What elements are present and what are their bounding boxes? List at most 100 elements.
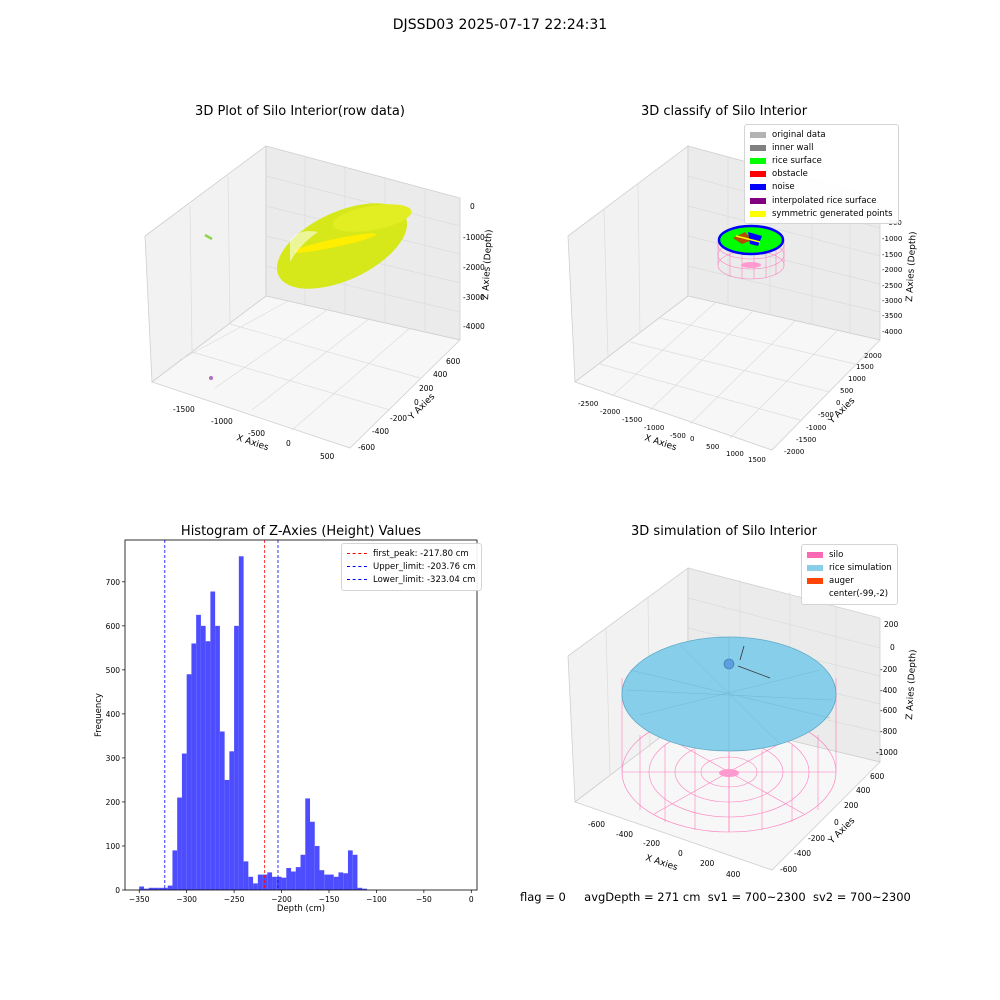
simulation-xlabel: X Axies — [644, 853, 679, 873]
classify-ytick: 1500 — [856, 363, 874, 371]
classify-xtick: 1000 — [726, 450, 744, 458]
histogram-bar — [291, 871, 296, 890]
histogram-bar — [143, 888, 149, 890]
status-flag: flag = 0 — [520, 890, 566, 904]
histogram-bar — [215, 625, 220, 890]
status-sv2: sv2 = 700~2300 — [812, 890, 911, 904]
classify-legend-entry: original data — [750, 128, 893, 141]
histogram-bar — [167, 885, 173, 890]
classify-ztick: -1500 — [882, 251, 902, 259]
histogram-ref-lines — [164, 540, 279, 890]
classify-legend-entry: obstacle — [750, 168, 893, 181]
classify-legend-label: symmetric generated points — [772, 208, 893, 219]
classify-ytick: 2000 — [864, 352, 882, 360]
raw-ztick: 0 — [470, 202, 475, 211]
raw-xtick: -500 — [248, 429, 265, 438]
histogram-bar — [338, 872, 344, 890]
simulation-silo-center — [719, 769, 739, 777]
histogram-legend: first_peak: -217.80 cm Upper_limit: -203.… — [341, 543, 482, 591]
classify-legend-entry: interpolated rice surface — [750, 194, 893, 207]
histogram-bar — [191, 643, 197, 890]
histogram-xtick-label: −350 — [129, 895, 150, 904]
classify-legend-label: inner wall — [772, 142, 814, 153]
histogram-bar — [319, 870, 325, 890]
histogram-bar — [181, 753, 187, 890]
status-line: flag = 0 avgDepth = 271 cm sv1 = 700~230… — [520, 890, 911, 904]
raw-ytick: -600 — [358, 443, 375, 452]
histogram-ytick-label: 300 — [106, 754, 121, 763]
simulation-legend-entry: silo — [807, 548, 892, 561]
raw-ztick: -2000 — [463, 263, 485, 272]
histogram-chart: −350 −300 −250 −200 −150 −100 −50 0 0 100 200 300 4… — [94, 539, 478, 914]
simulation-zticks: 200 0 -200 -400 -600 -800 -1000 — [876, 620, 899, 757]
classify-legend-swatch — [750, 210, 766, 217]
raw-outlier-purple — [209, 376, 213, 380]
histogram-ytick-label: 100 — [106, 842, 121, 851]
histogram-bar — [158, 887, 163, 890]
histogram-bar — [310, 821, 315, 890]
raw-ztick: -1000 — [463, 233, 485, 242]
histogram-xlabel: Depth (cm) — [277, 904, 325, 914]
simulation-legend: silo rice simulation auger center(-99,-2) — [801, 544, 898, 605]
simulation-legend-swatch — [807, 577, 823, 584]
simulation-legend-label: auger — [829, 575, 854, 586]
simulation-rice-mesh — [625, 638, 833, 750]
classify-silo-bottom — [741, 262, 761, 268]
raw-point-cloud-top — [332, 204, 412, 232]
classify-ztick: -4000 — [882, 328, 902, 336]
simulation-pane-floor — [574, 715, 881, 871]
raw-ytick: 0 — [414, 398, 419, 407]
classify-zlabel: Z Axies (Depth) — [905, 231, 919, 302]
histogram-xtick-label: 0 — [469, 895, 474, 904]
histogram-legend-label: Lower_limit: -323.04 cm — [373, 574, 476, 585]
histogram-xticks: −350 −300 −250 −200 −150 −100 −50 0 — [129, 890, 474, 904]
histogram-legend-line — [347, 566, 367, 568]
histogram-bar — [333, 876, 339, 890]
simulation-xtick: -200 — [643, 839, 660, 848]
histogram-bar — [219, 731, 225, 890]
histogram-legend-entry: Lower_limit: -323.04 cm — [347, 573, 476, 586]
raw-xtick: 500 — [320, 452, 335, 461]
histogram-bar — [272, 876, 277, 890]
simulation-zlabel: Z Axies (Depth) — [905, 649, 919, 720]
histogram-legend-label: Upper_limit: -203.76 cm — [373, 561, 476, 572]
classify-noise — [748, 232, 762, 246]
simulation-ytick: 400 — [856, 786, 871, 795]
simulation-3d-plot: X Axies Y Axies Z Axies (Depth) -600 -40… — [567, 567, 919, 879]
raw-ztick: -4000 — [463, 322, 485, 331]
histogram-ylabel: Frequency — [94, 693, 104, 737]
simulation-ztick: -1000 — [876, 748, 898, 757]
histogram-ytick-label: 600 — [106, 622, 121, 631]
histogram-xtick-label: −100 — [366, 895, 387, 904]
histogram-bars — [139, 556, 367, 890]
classify-xtick: -500 — [670, 432, 686, 440]
classify-xtick: -2500 — [578, 400, 598, 408]
simulation-plot-title: 3D simulation of Silo Interior — [631, 524, 817, 539]
classify-ytick: -500 — [818, 411, 834, 419]
classify-xtick: -1000 — [644, 424, 664, 432]
classify-ytick: -1500 — [796, 436, 816, 444]
classify-yticks: -2000 -1500 -1000 -500 0 500 1000 1500 2… — [784, 352, 882, 456]
simulation-ztick: -200 — [880, 665, 897, 674]
histogram-bar — [162, 887, 168, 890]
raw-ztick: -3000 — [463, 293, 485, 302]
histogram-xtick-label: −50 — [416, 895, 432, 904]
histogram-bar — [224, 779, 230, 890]
histogram-bar — [186, 674, 192, 890]
simulation-xtick: -600 — [588, 820, 605, 829]
simulation-legend-swatch — [807, 564, 823, 571]
raw-point-band — [293, 233, 377, 253]
histogram-bar — [286, 867, 292, 890]
simulation-ytick: -200 — [808, 834, 825, 843]
histogram-bar — [324, 874, 329, 890]
histogram-bar — [257, 874, 263, 890]
simulation-yticks: -600 -400 -200 0 200 400 600 — [780, 772, 885, 874]
histogram-bar — [200, 625, 206, 890]
simulation-ztick: 0 — [890, 643, 895, 652]
simulation-xtick: 400 — [726, 870, 741, 879]
classify-xtick: 1500 — [748, 456, 766, 464]
histogram-bar — [300, 854, 306, 890]
histogram-xtick-label: −250 — [224, 895, 245, 904]
classify-zticks: -500 -1000 -1500 -2000 -2500 -3000 -3500… — [882, 219, 902, 336]
histogram-bar — [234, 625, 239, 890]
